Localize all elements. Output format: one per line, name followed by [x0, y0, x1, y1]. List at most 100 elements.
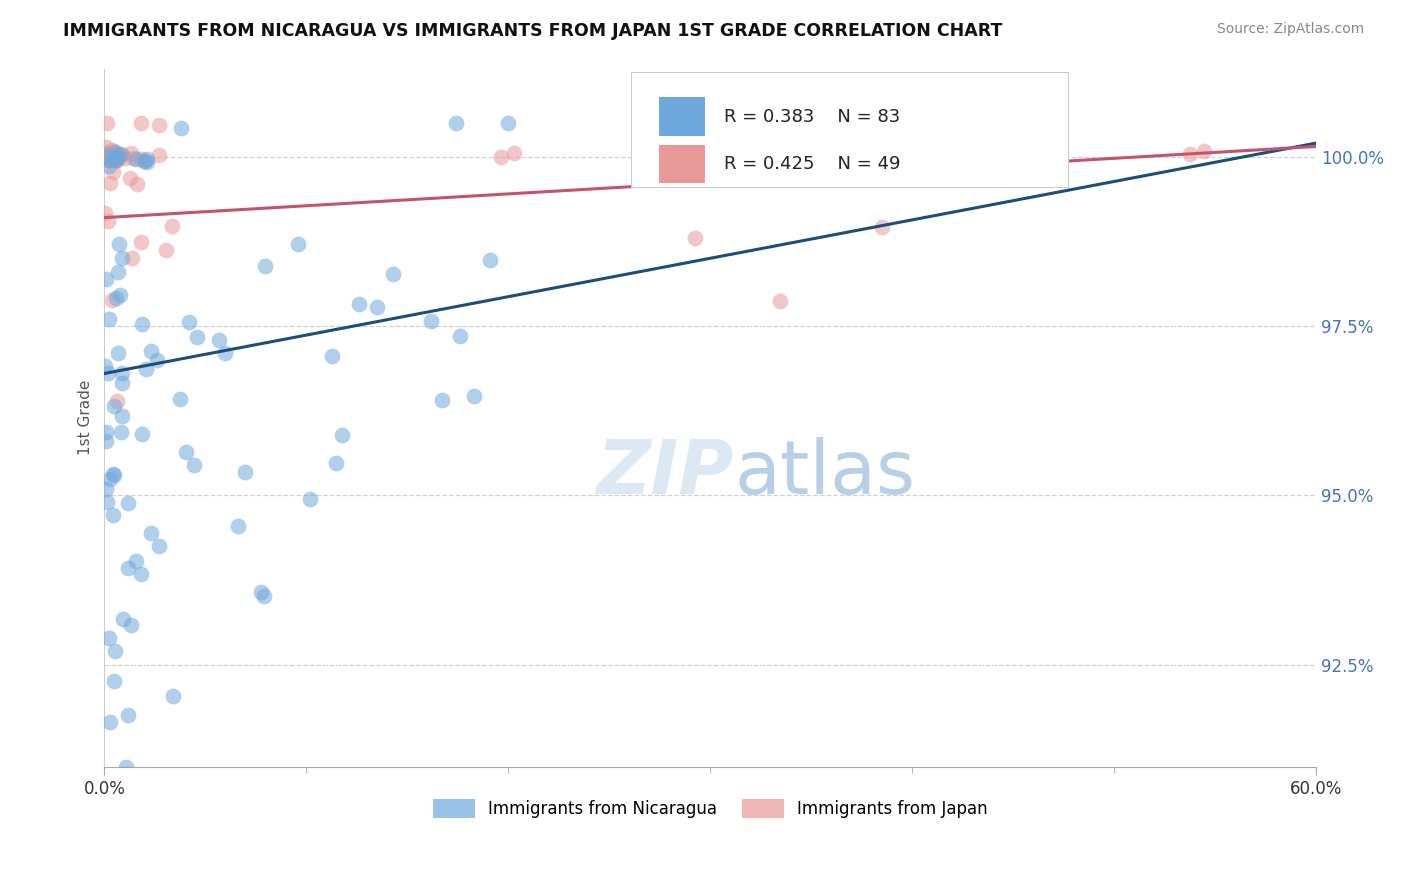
Immigrants from Nicaragua [235, 465, 257, 479]
Immigrants from Nicaragua [107, 265, 129, 279]
Immigrants from Japan [114, 152, 136, 166]
Immigrants from Nicaragua [103, 399, 125, 413]
Text: Source: ZipAtlas.com: Source: ZipAtlas.com [1216, 22, 1364, 37]
Immigrants from Nicaragua [132, 154, 155, 169]
Immigrants from Japan [148, 148, 170, 162]
Immigrants from Japan [856, 153, 879, 167]
Immigrants from Nicaragua [179, 316, 201, 330]
Text: atlas: atlas [734, 437, 915, 510]
Immigrants from Nicaragua [446, 116, 468, 130]
Immigrants from Japan [97, 214, 120, 228]
Immigrants from Japan [503, 145, 526, 160]
Immigrants from Nicaragua [141, 344, 163, 359]
Immigrants from Nicaragua [347, 297, 370, 311]
Immigrants from Japan [921, 145, 943, 159]
Immigrants from Japan [96, 116, 118, 130]
Immigrants from Nicaragua [117, 708, 139, 723]
Immigrants from Japan [973, 148, 995, 162]
Immigrants from Nicaragua [135, 362, 157, 376]
Immigrants from Nicaragua [101, 467, 124, 482]
Text: ZIP: ZIP [598, 437, 734, 510]
Immigrants from Japan [129, 152, 152, 166]
Immigrants from Japan [131, 116, 153, 130]
Immigrants from Nicaragua [254, 259, 277, 273]
Immigrants from Japan [96, 139, 118, 153]
Immigrants from Nicaragua [208, 333, 231, 347]
Immigrants from Nicaragua [111, 409, 134, 423]
Immigrants from Nicaragua [250, 584, 273, 599]
Immigrants from Japan [100, 143, 122, 157]
Immigrants from Nicaragua [105, 153, 128, 168]
Immigrants from Japan [825, 153, 848, 167]
Immigrants from Nicaragua [463, 389, 485, 403]
Immigrants from Japan [683, 231, 706, 245]
Immigrants from Japan [121, 151, 143, 165]
Immigrants from Japan [96, 146, 118, 161]
Immigrants from Nicaragua [98, 472, 121, 486]
Immigrants from Japan [98, 153, 121, 167]
Immigrants from Nicaragua [96, 482, 118, 496]
Immigrants from Nicaragua [110, 147, 132, 161]
Immigrants from Nicaragua [94, 425, 117, 440]
Immigrants from Nicaragua [186, 330, 208, 344]
Immigrants from Nicaragua [117, 495, 139, 509]
Immigrants from Nicaragua [382, 267, 405, 281]
Immigrants from Japan [120, 170, 142, 185]
Immigrants from Japan [120, 146, 142, 161]
Immigrants from Nicaragua [169, 121, 191, 136]
Text: IMMIGRANTS FROM NICARAGUA VS IMMIGRANTS FROM JAPAN 1ST GRADE CORRELATION CHART: IMMIGRANTS FROM NICARAGUA VS IMMIGRANTS … [63, 22, 1002, 40]
Immigrants from Nicaragua [103, 467, 125, 482]
Immigrants from Nicaragua [110, 366, 132, 380]
Immigrants from Japan [98, 153, 121, 168]
Immigrants from Nicaragua [97, 366, 120, 380]
Immigrants from Nicaragua [97, 631, 120, 645]
Immigrants from Japan [94, 205, 117, 219]
Immigrants from Japan [148, 118, 170, 132]
Immigrants from Nicaragua [94, 147, 117, 161]
FancyBboxPatch shape [631, 72, 1067, 187]
Immigrants from Nicaragua [162, 689, 184, 703]
Immigrants from Japan [1192, 144, 1215, 158]
Immigrants from Nicaragua [131, 317, 153, 331]
Immigrants from Japan [489, 150, 512, 164]
Immigrants from Nicaragua [419, 314, 441, 328]
Immigrants from Nicaragua [103, 674, 125, 689]
Immigrants from Japan [101, 293, 124, 307]
Immigrants from Nicaragua [104, 152, 127, 166]
Immigrants from Nicaragua [183, 458, 205, 473]
Immigrants from Nicaragua [478, 253, 501, 268]
Text: R = 0.383    N = 83: R = 0.383 N = 83 [724, 108, 900, 126]
Immigrants from Nicaragua [252, 589, 274, 603]
Immigrants from Japan [103, 165, 125, 179]
Immigrants from Nicaragua [117, 561, 139, 575]
Immigrants from Nicaragua [214, 345, 236, 359]
Immigrants from Japan [155, 243, 177, 257]
Immigrants from Nicaragua [325, 456, 347, 470]
Immigrants from Nicaragua [104, 145, 127, 160]
Immigrants from Nicaragua [120, 618, 142, 632]
Immigrants from Nicaragua [98, 153, 121, 167]
Immigrants from Japan [111, 148, 134, 162]
Immigrants from Nicaragua [111, 376, 134, 390]
Immigrants from Nicaragua [135, 153, 157, 167]
Immigrants from Nicaragua [125, 554, 148, 568]
Immigrants from Japan [103, 145, 125, 159]
Immigrants from Japan [97, 145, 120, 160]
Immigrants from Nicaragua [96, 495, 118, 509]
Immigrants from Nicaragua [131, 427, 153, 442]
Immigrants from Japan [107, 393, 129, 408]
Immigrants from Japan [121, 251, 143, 265]
Immigrants from Japan [804, 155, 827, 169]
Immigrants from Nicaragua [148, 539, 170, 553]
Immigrants from Nicaragua [97, 312, 120, 326]
Immigrants from Nicaragua [98, 715, 121, 730]
Immigrants from Nicaragua [228, 519, 250, 533]
Immigrants from Japan [104, 147, 127, 161]
Immigrants from Japan [127, 177, 149, 191]
Immigrants from Nicaragua [111, 612, 134, 626]
Immigrants from Nicaragua [108, 287, 131, 301]
Immigrants from Japan [105, 153, 128, 168]
Immigrants from Nicaragua [321, 349, 343, 363]
Immigrants from Japan [94, 149, 117, 163]
Immigrants from Japan [98, 176, 121, 190]
